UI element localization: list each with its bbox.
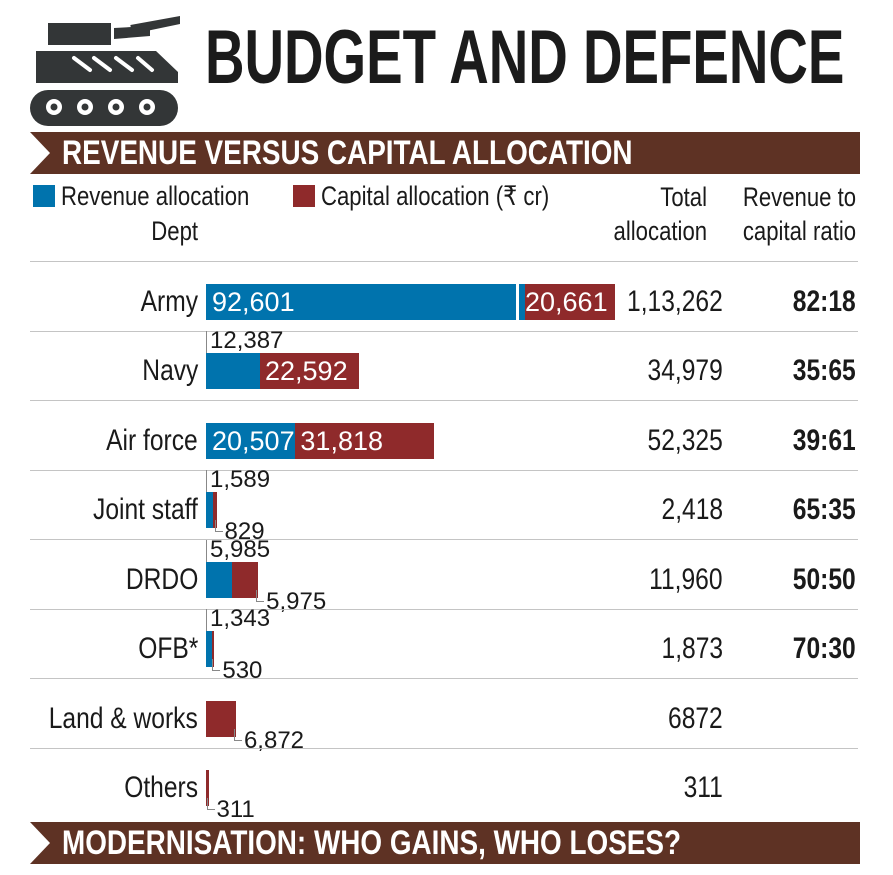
revenue-bar bbox=[206, 561, 233, 598]
capital-bar: 31,818 bbox=[295, 422, 435, 459]
row-divider bbox=[30, 400, 858, 401]
dept-label: DRDO bbox=[125, 562, 198, 596]
row-divider bbox=[30, 747, 858, 749]
revenue-bar bbox=[206, 631, 212, 668]
revenue-bar bbox=[206, 492, 213, 529]
revenue-capital-ratio: 39:61 bbox=[793, 423, 856, 457]
revenue-capital-ratio: 50:50 bbox=[793, 562, 856, 596]
dept-label: Air force bbox=[106, 423, 198, 457]
total-allocation: 52,325 bbox=[647, 423, 723, 457]
capital-value-label: 311 bbox=[216, 796, 255, 824]
header-total: Total allocation bbox=[613, 182, 707, 246]
leader-line bbox=[212, 670, 221, 672]
row-divider bbox=[30, 678, 858, 679]
revenue-capital-ratio: 70:30 bbox=[793, 632, 856, 666]
revenue-bar: 20,507 bbox=[206, 422, 296, 459]
leader-line bbox=[256, 589, 258, 602]
revenue-value-label: 1,343 bbox=[210, 605, 271, 633]
row-divider bbox=[30, 330, 858, 332]
capital-bar bbox=[232, 561, 259, 598]
section-banner-modernisation: MODERNISATION: WHO GAINS, WHO LOSES? bbox=[30, 822, 860, 864]
capital-value-label: 20,661 bbox=[525, 286, 608, 317]
revenue-bar-break bbox=[519, 283, 525, 320]
leader-line bbox=[233, 728, 235, 741]
leader-line bbox=[206, 609, 207, 632]
capital-bar bbox=[211, 631, 215, 668]
legend-revenue: Revenue allocation bbox=[33, 180, 291, 212]
capital-value-label: 5,975 bbox=[266, 587, 327, 615]
dept-label: Joint staff bbox=[93, 493, 198, 527]
dept-label: Others bbox=[124, 771, 198, 805]
dept-label: Navy bbox=[141, 354, 198, 388]
capital-bar bbox=[206, 700, 236, 737]
leader-line bbox=[206, 798, 208, 811]
leader-line bbox=[256, 600, 265, 602]
tank-icon bbox=[30, 16, 180, 126]
capital-value-label: 22,592 bbox=[265, 356, 348, 387]
leader-line bbox=[206, 809, 215, 811]
total-allocation: 1,13,262 bbox=[627, 284, 723, 318]
row-divider bbox=[30, 261, 858, 262]
page-title: BUDGET AND DEFENCE bbox=[205, 15, 845, 100]
capital-value-label: 31,818 bbox=[300, 425, 383, 456]
revenue-value-label: 5,985 bbox=[210, 535, 271, 563]
leader-line bbox=[233, 739, 242, 741]
total-allocation: 311 bbox=[683, 771, 723, 805]
row-divider bbox=[30, 539, 858, 540]
revenue-capital-ratio: 65:35 bbox=[793, 493, 856, 527]
revenue-bar bbox=[206, 353, 260, 390]
capital-value-label: 6,872 bbox=[243, 726, 305, 754]
leader-line bbox=[206, 331, 207, 354]
leader-line bbox=[214, 531, 223, 533]
row-divider bbox=[30, 608, 858, 610]
capital-bar bbox=[206, 770, 209, 807]
total-allocation: 1,873 bbox=[661, 632, 723, 666]
revenue-value-label: 1,589 bbox=[210, 466, 271, 494]
row-divider bbox=[30, 469, 858, 471]
capital-value-label: 530 bbox=[222, 657, 263, 685]
total-allocation: 2,418 bbox=[661, 493, 723, 527]
capital-bar bbox=[212, 492, 217, 529]
leader-line bbox=[206, 470, 207, 493]
header-ratio: Revenue to capital ratio bbox=[742, 182, 856, 246]
capital-bar: 22,592 bbox=[260, 353, 359, 390]
leader-line bbox=[206, 539, 207, 562]
revenue-value-label: 20,507 bbox=[212, 425, 295, 456]
leader-line bbox=[212, 659, 214, 672]
header-dept: Dept bbox=[151, 216, 198, 246]
legend-capital: Capital allocation (₹ cr) bbox=[293, 180, 599, 212]
capital-swatch bbox=[293, 185, 315, 207]
capital-value-label: 829 bbox=[224, 518, 265, 546]
section-banner-revenue-capital: REVENUE VERSUS CAPITAL ALLOCATION bbox=[30, 132, 860, 174]
capital-bar: 20,661 bbox=[525, 283, 616, 320]
total-allocation: 11,960 bbox=[649, 562, 723, 596]
revenue-capital-ratio: 82:18 bbox=[793, 284, 856, 318]
revenue-bar: 92,601 bbox=[206, 283, 516, 320]
leader-line bbox=[214, 520, 216, 533]
revenue-value-label: 12,387 bbox=[210, 327, 284, 355]
revenue-swatch bbox=[33, 185, 55, 207]
total-allocation: 34,979 bbox=[647, 354, 723, 388]
dept-label: OFB* bbox=[137, 632, 198, 666]
total-allocation: 6872 bbox=[668, 701, 723, 735]
dept-label: Army bbox=[140, 284, 198, 318]
revenue-value-label: 92,601 bbox=[212, 286, 295, 317]
revenue-capital-ratio: 35:65 bbox=[793, 354, 856, 388]
dept-label: Land & works bbox=[48, 701, 198, 735]
